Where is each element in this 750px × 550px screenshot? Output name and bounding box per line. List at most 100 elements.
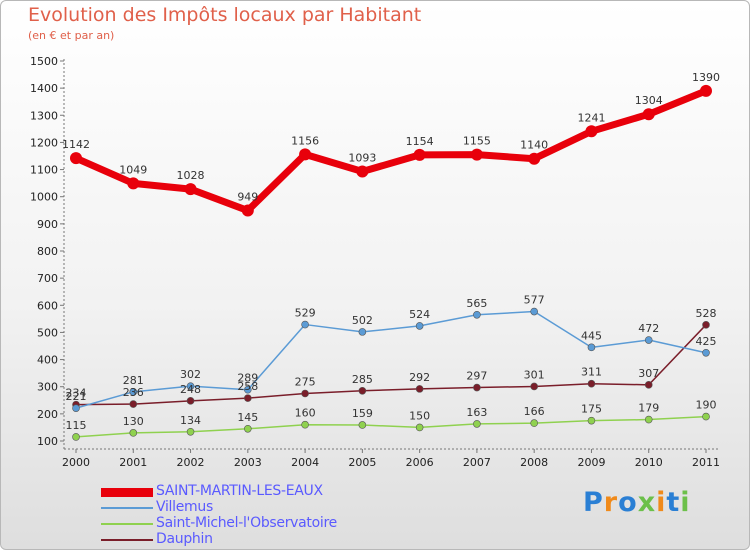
y-tick-label: 1400: [30, 82, 58, 95]
data-point: [644, 381, 653, 389]
y-tick-label: 300: [37, 381, 58, 394]
data-label: 577: [524, 294, 545, 307]
data-point: [186, 427, 195, 436]
data-point: [473, 383, 481, 392]
data-point: [356, 165, 369, 178]
data-label: 472: [638, 322, 659, 335]
data-label: 524: [409, 308, 430, 321]
data-label: 1093: [348, 151, 376, 164]
logo-letter: i: [680, 487, 691, 518]
data-point: [642, 108, 655, 121]
data-point: [530, 382, 538, 391]
x-tick-label: 2008: [520, 456, 548, 469]
logo-letter: P: [583, 487, 604, 518]
data-point: [415, 423, 424, 432]
data-point: [415, 385, 424, 393]
data-point: [702, 348, 710, 357]
series-line: [75, 324, 707, 406]
y-tick-label: 800: [37, 245, 58, 258]
data-point: [587, 416, 596, 425]
x-tick-label: 2010: [635, 456, 663, 469]
data-label: 179: [638, 402, 659, 415]
data-label: 528: [696, 307, 717, 320]
data-label: 175: [581, 403, 602, 416]
data-point: [299, 148, 312, 161]
series-layer: [70, 84, 712, 441]
data-label: 115: [66, 419, 87, 432]
data-point: [70, 152, 82, 165]
data-point: [72, 433, 80, 441]
legend-item: Saint-Michel-l'Observatoire: [101, 515, 401, 531]
data-point: [186, 397, 195, 405]
data-label: 1156: [291, 134, 319, 147]
data-label: 1154: [406, 135, 434, 148]
legend-item: Dauphin: [101, 531, 401, 547]
data-point: [127, 177, 140, 190]
data-point: [186, 382, 195, 390]
series-line: [75, 310, 707, 409]
data-label: 302: [180, 368, 201, 381]
data-point: [244, 424, 252, 433]
data-label: 425: [696, 335, 717, 348]
data-label: 145: [237, 411, 258, 424]
data-point: [358, 328, 367, 336]
data-label: 289: [237, 372, 258, 385]
legend-label: SAINT-MARTIN-LES-EAUX: [156, 483, 323, 499]
chart-subtitle: (en € et par an): [28, 29, 115, 42]
data-point: [530, 307, 538, 316]
data-label: 221: [66, 390, 87, 403]
data-point: [587, 343, 596, 352]
data-label: 166: [524, 405, 545, 418]
axes: 100 200 300 400 500 600 700 800 900 1000 1100 1200 1…: [30, 55, 720, 469]
y-tick-label: 500: [37, 326, 58, 339]
data-label: 301: [524, 368, 545, 381]
x-tick-label: 2005: [348, 456, 376, 469]
data-label: 1142: [62, 138, 90, 151]
logo-letter: o: [618, 487, 638, 518]
legend-swatch: [101, 539, 153, 541]
logo-letter: i: [656, 487, 667, 518]
y-tick-label: 100: [37, 435, 58, 448]
y-tick-label: 1000: [30, 191, 58, 204]
data-point: [702, 412, 710, 421]
data-label: 1304: [635, 94, 663, 107]
data-label: 1140: [520, 139, 548, 152]
data-point: [72, 404, 80, 412]
data-label: 236: [123, 386, 144, 399]
data-label: 134: [180, 414, 201, 427]
data-point: [473, 310, 481, 319]
x-tick-label: 2003: [234, 456, 262, 469]
series-line: [75, 415, 707, 438]
data-point: [644, 415, 653, 424]
logo-letter: t: [666, 487, 681, 518]
data-point: [129, 388, 138, 396]
data-label: 445: [581, 329, 602, 342]
data-point: [301, 420, 309, 429]
line-chart: 100 200 300 400 500 600 700 800 900 1000 1100 1200 1…: [30, 55, 720, 469]
y-tick-label: 1100: [30, 164, 58, 177]
data-point: [530, 419, 538, 427]
series-line: [74, 87, 708, 215]
data-label: 163: [466, 406, 487, 419]
data-point: [244, 394, 252, 402]
y-tick-label: 1200: [30, 136, 58, 149]
y-tick-label: 700: [37, 272, 58, 285]
data-label: 311: [581, 366, 602, 379]
proxiti-logo: Proxiti: [583, 487, 691, 518]
data-label: 190: [696, 399, 717, 412]
data-point: [301, 389, 309, 398]
y-tick-label: 400: [37, 354, 58, 367]
data-label: 150: [409, 409, 430, 422]
data-label: 281: [123, 374, 144, 387]
data-point: [129, 400, 138, 408]
legend-label: Saint-Michel-l'Observatoire: [156, 515, 337, 531]
legend-item: Villemus: [101, 499, 401, 515]
data-point: [358, 386, 367, 395]
data-label: 234: [66, 387, 87, 400]
x-tick-label: 2001: [119, 456, 147, 469]
data-point: [644, 336, 653, 344]
y-tick-label: 900: [37, 218, 58, 231]
data-label: 1390: [692, 71, 720, 84]
data-point: [358, 421, 367, 429]
data-label: 565: [466, 297, 487, 310]
